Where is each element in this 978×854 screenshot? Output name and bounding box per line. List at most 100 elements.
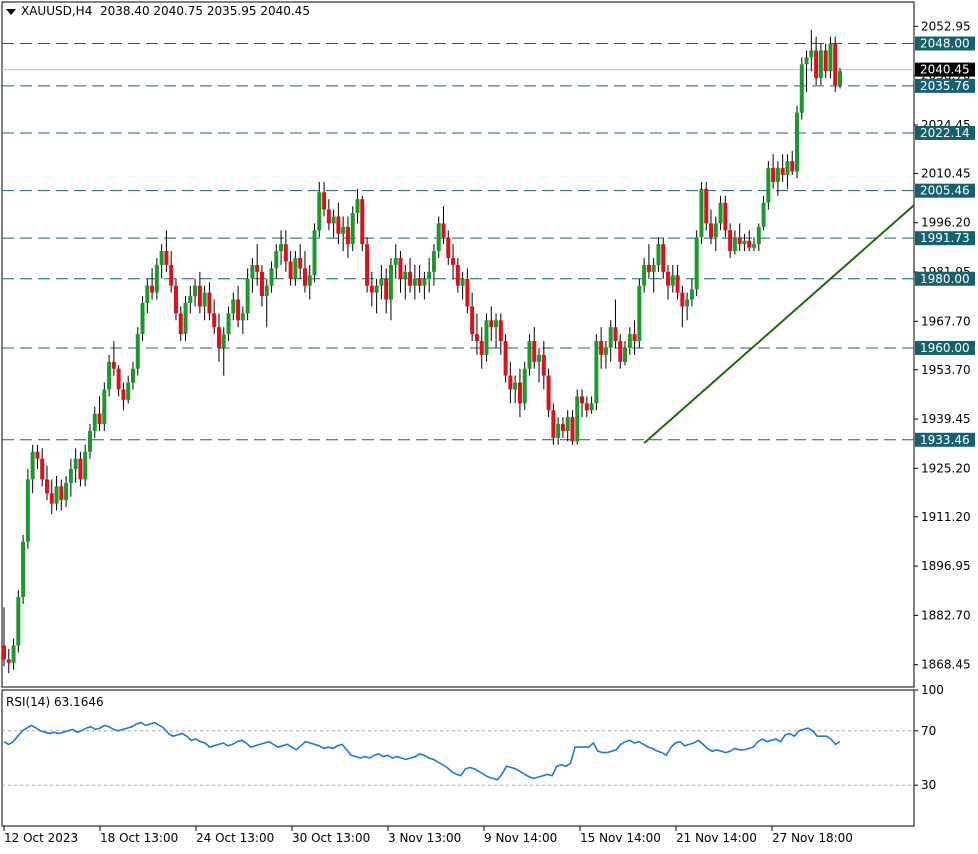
high-value: 2040.75 — [153, 4, 204, 18]
candle-body — [11, 645, 16, 663]
candle-body — [35, 451, 40, 459]
chevron-down-icon[interactable] — [6, 8, 16, 15]
candle-body — [374, 285, 379, 293]
level-label: 2022.14 — [920, 126, 970, 140]
candle-body — [489, 320, 494, 328]
candle-body — [422, 278, 427, 286]
current-price-label: 2040.45 — [920, 63, 970, 77]
candle-body — [398, 258, 403, 279]
candle-body — [484, 320, 489, 355]
candle-body — [212, 313, 217, 328]
candle-body — [193, 285, 198, 297]
price-tick-label: 1996.20 — [921, 216, 971, 230]
candle-body — [207, 292, 212, 314]
candle-body — [474, 334, 479, 342]
symbol-label: XAUUSD,H4 — [21, 4, 93, 18]
price-axis-layer: 2052.952038.702024.452010.451996.201981.… — [914, 19, 975, 672]
candle-body — [126, 382, 131, 400]
candle-body — [689, 289, 694, 300]
price-tick-label: 1911.20 — [921, 510, 971, 524]
candle-body — [331, 216, 336, 224]
candle-body — [451, 258, 456, 265]
candle-body — [283, 244, 288, 262]
candle-body — [704, 188, 709, 224]
candle-body — [369, 285, 374, 293]
rsi-line — [3, 721, 841, 781]
candle-body — [73, 458, 78, 470]
candle-body — [747, 240, 752, 248]
candle-body — [809, 50, 814, 58]
candle-body — [221, 334, 226, 348]
candle-body — [417, 278, 422, 286]
candle-body — [603, 347, 608, 355]
candle-body — [269, 268, 274, 286]
candle-body — [833, 43, 838, 86]
candle-body — [775, 168, 780, 182]
candle-body — [245, 278, 250, 314]
candle-body — [240, 313, 245, 321]
level-label-box — [915, 231, 975, 246]
level-label-box — [915, 432, 975, 447]
candle-body — [264, 285, 269, 297]
candle-body — [44, 479, 49, 494]
candle-body — [608, 327, 613, 348]
candle-body — [494, 320, 499, 328]
candle-body — [766, 168, 771, 203]
candle-body — [575, 396, 580, 442]
trendline-layer — [643, 204, 915, 444]
candle-body — [503, 341, 508, 376]
candle-body — [737, 237, 742, 245]
price-tick-label: 1868.45 — [921, 658, 971, 672]
rsi-tick-label: 100 — [921, 683, 944, 697]
level-label: 1933.46 — [920, 433, 970, 447]
close-value: 2040.45 — [260, 4, 310, 18]
candle-body — [255, 264, 260, 272]
candle-body — [412, 278, 417, 286]
candle-body — [274, 251, 279, 269]
candle-body — [752, 244, 757, 248]
rsi-tick-label: 70 — [921, 724, 936, 738]
candle-body — [479, 341, 484, 355]
candle-body — [780, 168, 785, 175]
candle-body — [589, 403, 594, 411]
candle-body — [498, 320, 503, 342]
level-label-box — [915, 183, 975, 198]
candle-body — [140, 302, 145, 335]
level-label: 2035.76 — [920, 79, 970, 93]
candle-body — [288, 261, 293, 279]
candle-body — [556, 424, 561, 438]
candle-body — [173, 285, 178, 314]
candle-body — [761, 202, 766, 227]
candle-body — [656, 244, 661, 265]
candle-body — [350, 213, 355, 245]
candle-body — [341, 226, 346, 234]
candle-body — [83, 451, 88, 480]
candle-body — [546, 375, 551, 411]
candle-body — [838, 71, 842, 86]
candle-body — [599, 341, 604, 355]
candle-body — [527, 341, 532, 369]
level-label: 1991.73 — [920, 231, 970, 245]
candle-body — [541, 354, 546, 376]
rsi-pane-frame — [1, 689, 915, 827]
candle-body — [6, 659, 11, 663]
candle-body — [580, 396, 585, 404]
candle-body — [742, 240, 747, 245]
candle-body — [431, 251, 436, 272]
candle-body — [30, 451, 35, 480]
time-tick-label: 9 Nov 14:00 — [484, 831, 557, 845]
time-tick-label: 18 Oct 13:00 — [100, 831, 178, 845]
candle-body — [250, 264, 255, 279]
candle-body — [360, 199, 365, 245]
level-label-box — [915, 78, 975, 93]
level-label-box — [915, 340, 975, 355]
candle-body — [97, 413, 102, 425]
chart-header: XAUUSD,H4 2038.40 2040.75 2035.95 2040.4… — [6, 4, 310, 18]
candle-body — [317, 192, 322, 231]
level-label-box — [915, 271, 975, 286]
candle-body — [799, 64, 804, 113]
candle-body — [694, 237, 699, 290]
price-tick-label: 1953.70 — [921, 363, 971, 377]
candle-body — [403, 271, 408, 279]
price-tick-label: 1882.70 — [921, 608, 971, 622]
